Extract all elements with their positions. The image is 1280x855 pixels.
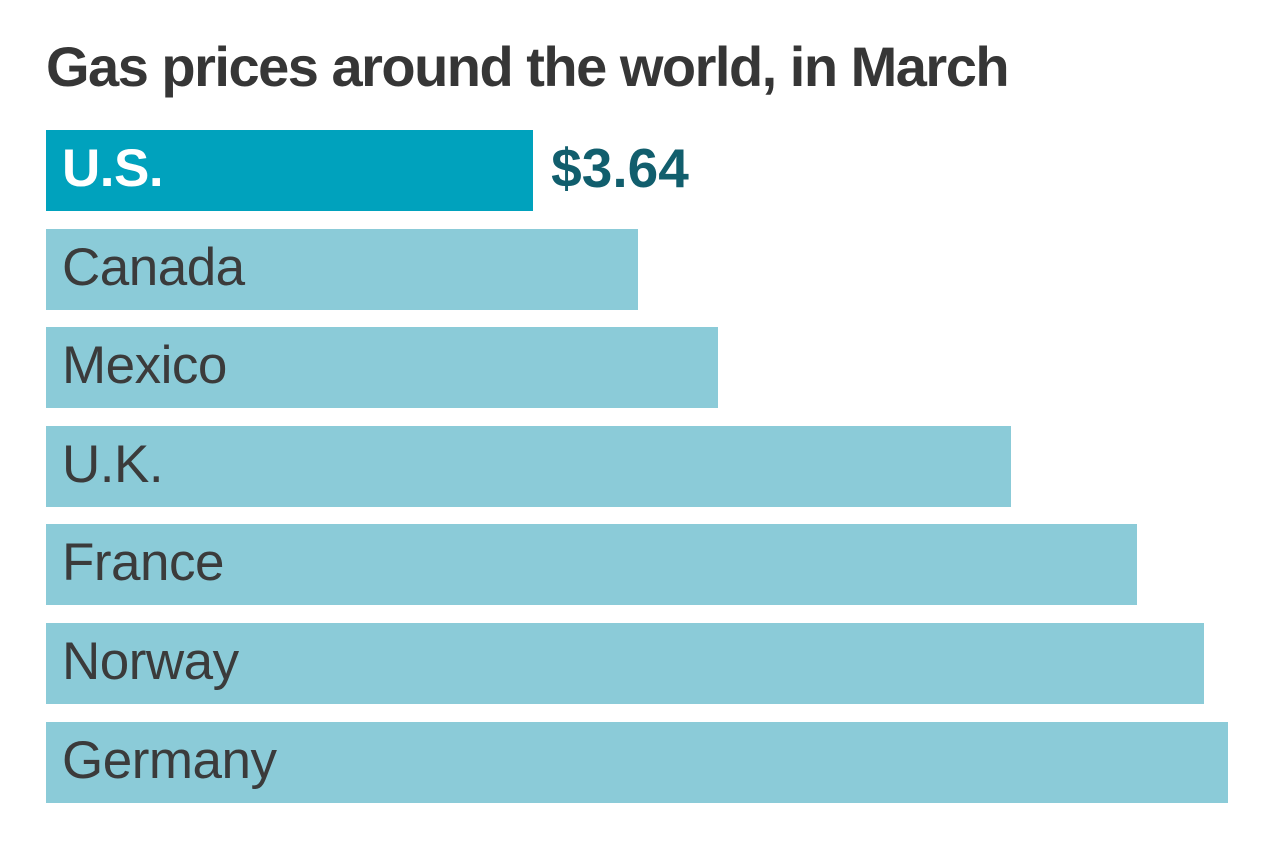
bar-row: Canada [46, 228, 1280, 310]
bar-row: Norway [46, 622, 1280, 704]
bar-label: U.S. [62, 139, 164, 198]
bar: Canada [46, 228, 638, 310]
bar-row: U.K. [46, 425, 1280, 507]
bar-label: Canada [62, 237, 245, 297]
bar-label: U.K. [62, 434, 164, 494]
value-label: $3.64 [551, 137, 689, 199]
bar: U.S. [46, 130, 534, 211]
bar-label: Norway [62, 631, 239, 691]
bar-row: France [46, 524, 1280, 606]
bar: U.K. [46, 425, 1011, 507]
bar: Germany [46, 721, 1228, 803]
bar: Mexico [46, 327, 718, 409]
bar-label: Germany [62, 730, 277, 790]
bar-row: Mexico [46, 327, 1280, 409]
bar: Norway [46, 622, 1204, 704]
bar-row: Germany [46, 721, 1280, 803]
bar-label: Mexico [62, 336, 227, 396]
chart-title: Gas prices around the world, in March [46, 35, 1010, 98]
bar: France [46, 524, 1137, 606]
bar-row: U.S. $3.64 [46, 130, 1280, 211]
bar-label: France [62, 533, 224, 593]
bar-group: U.S. $3.64 Canada Mexico U.K. France Norway Ger… [46, 130, 1280, 820]
